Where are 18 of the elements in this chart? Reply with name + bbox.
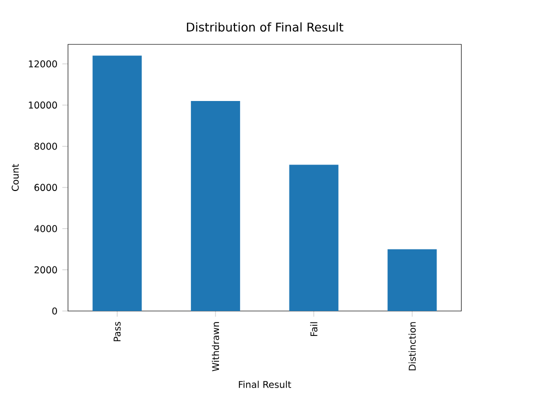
y-tick-label: 0 — [52, 307, 57, 315]
bar — [289, 164, 338, 312]
x-tick-label: Withdrawn — [212, 322, 220, 372]
y-tick-label: 4000 — [34, 225, 57, 232]
y-axis-title: Count — [12, 164, 19, 192]
chart-title: Distribution of Final Result — [186, 22, 344, 32]
bar — [92, 56, 142, 312]
x-axis-title: Final Result — [238, 380, 292, 388]
x-tick-label: Distinction — [408, 322, 416, 370]
y-tick-label: 12000 — [28, 60, 57, 68]
bar — [190, 100, 240, 312]
bar — [388, 249, 437, 312]
x-tick-label: Fail — [310, 322, 318, 336]
y-tick-label: 8000 — [34, 142, 57, 150]
y-tick-label: 10000 — [28, 102, 57, 109]
x-tick-label: Pass — [114, 322, 121, 342]
y-tick-label: 2000 — [34, 266, 57, 274]
y-tick-label: 6000 — [34, 184, 57, 191]
